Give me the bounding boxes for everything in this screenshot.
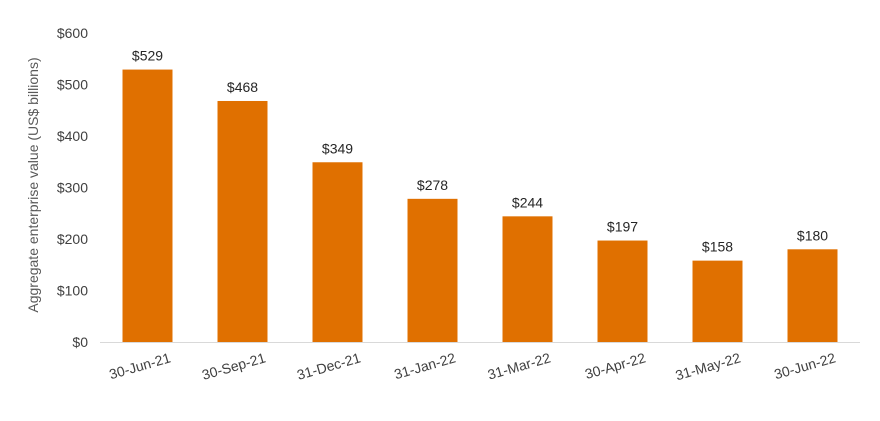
x-tick-label: 31-May-22: [674, 349, 743, 383]
data-label: $278: [417, 177, 448, 193]
y-axis-label: Aggregate enterprise value (US$ billions…: [25, 57, 41, 312]
data-label: $529: [132, 48, 163, 64]
bar: [407, 198, 458, 342]
x-tick-label: 30-Jun-22: [772, 349, 837, 382]
x-tick-label: 31-Mar-22: [486, 349, 553, 382]
y-tick-label: $600: [57, 25, 88, 41]
y-tick-label: $500: [57, 77, 88, 93]
data-label: $158: [702, 239, 733, 255]
bar: [787, 249, 838, 342]
data-label: $180: [797, 227, 828, 243]
x-tick-label: 30-Sep-21: [200, 349, 267, 382]
bar: [122, 69, 173, 342]
bar: [217, 100, 268, 342]
y-tick-label: $0: [72, 334, 88, 350]
x-tick-label: 30-Apr-22: [583, 349, 647, 382]
y-tick-label: $200: [57, 231, 88, 247]
y-tick-label: $300: [57, 180, 88, 196]
data-label: $197: [607, 219, 638, 235]
bar: [692, 260, 743, 342]
x-tick-label: 31-Jan-22: [392, 349, 457, 382]
bar: [502, 216, 553, 342]
bar: [312, 162, 363, 342]
y-tick-label: $400: [57, 128, 88, 144]
x-tick-label: 30-Jun-21: [107, 349, 172, 382]
bar: [597, 240, 648, 342]
x-tick-label: 31-Dec-21: [295, 349, 362, 382]
data-label: $244: [512, 194, 543, 210]
data-label: $349: [322, 140, 353, 156]
y-tick-label: $100: [57, 283, 88, 299]
data-label: $468: [227, 79, 258, 95]
